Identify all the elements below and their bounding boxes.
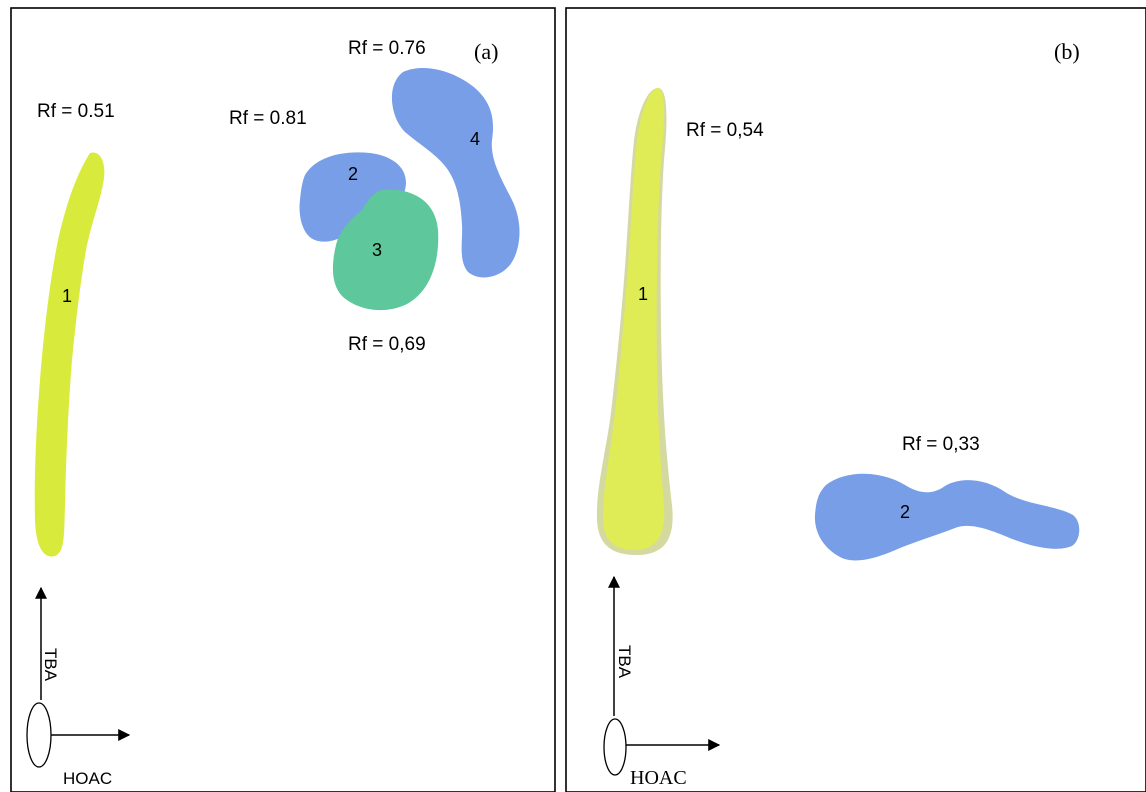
axis-a-horizontal-label: HOAC (63, 769, 112, 788)
panel-b-frame (565, 7, 1146, 792)
panel-a-tag: (a) (474, 39, 498, 64)
spot-b1 (603, 88, 665, 551)
spot-a4-number: 4 (470, 129, 480, 149)
origin-a (26, 702, 52, 768)
spot-a3-number: 3 (372, 240, 382, 260)
spot-a2 (299, 152, 406, 242)
spot-a3-rf: Rf = 0,69 (348, 334, 426, 355)
spot-a1-number: 1 (62, 286, 72, 306)
spot-a3 (332, 189, 439, 311)
spot-b2 (814, 473, 1080, 561)
spot-a4-rf: Rf = 0.76 (348, 38, 426, 59)
axis-a-vertical-label: TBA (41, 648, 60, 682)
spot-a2-number: 2 (348, 164, 358, 184)
spot-b1-number: 1 (638, 284, 648, 304)
origin-b (603, 718, 627, 776)
spot-b1-rf: Rf = 0,54 (686, 120, 764, 141)
panel-a-frame (10, 7, 556, 792)
spot-a2-rf: Rf = 0.81 (229, 108, 307, 129)
panel-b-tag: (b) (1054, 39, 1080, 64)
spot-a4 (391, 67, 520, 278)
spot-a1-rf: Rf = 0.51 (37, 101, 115, 122)
spot-b2-rf: Rf = 0,33 (902, 434, 980, 455)
axis-b-vertical-label: TBA (615, 645, 634, 679)
panel-a: (a) 1 Rf = 0.51 2 Rf = 0.81 3 Rf = 0,69 … (10, 7, 556, 792)
panel-b: (b) 1 Rf = 0,54 2 Rf = 0,33 TBA HOAC (565, 7, 1146, 792)
spot-a1 (34, 152, 105, 557)
axis-b-horizontal-label: HOAC (630, 767, 687, 789)
spot-b2-number: 2 (900, 502, 910, 522)
